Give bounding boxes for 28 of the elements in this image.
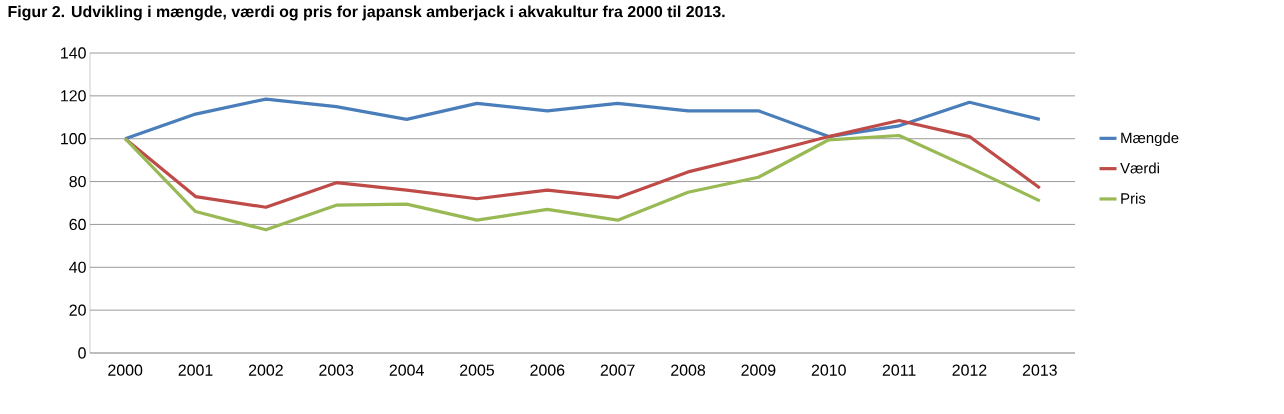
y-tick-label: 0 bbox=[78, 347, 86, 359]
x-tick-label: 2004 bbox=[389, 364, 424, 376]
x-tick-label: 2003 bbox=[319, 364, 354, 376]
legend-label: Mængde bbox=[1121, 132, 1179, 147]
x-tick-label: 2005 bbox=[460, 364, 495, 376]
x-tick-label: 2012 bbox=[952, 364, 987, 376]
y-tick-label: 100 bbox=[61, 133, 86, 145]
y-tick-label: 20 bbox=[69, 304, 86, 316]
y-tick-label: 60 bbox=[69, 218, 86, 231]
x-tick-label: 2013 bbox=[1022, 364, 1057, 376]
y-tick-label: 80 bbox=[69, 175, 86, 188]
x-tick-label: 2006 bbox=[530, 364, 565, 376]
legend-label: Pris bbox=[1121, 192, 1146, 204]
x-tick-label: 2010 bbox=[811, 364, 846, 376]
x-tick-label: 2002 bbox=[248, 364, 283, 376]
line-series bbox=[123, 97, 1042, 141]
y-tick-label: 120 bbox=[61, 90, 86, 102]
y-tick-label: 140 bbox=[61, 47, 86, 59]
legend-label: Værdi bbox=[1120, 162, 1159, 174]
x-tick-label: 2008 bbox=[671, 364, 706, 376]
x-tick-label: 2011 bbox=[882, 364, 916, 376]
x-tick-label: 2000 bbox=[108, 364, 143, 376]
x-tick-label: 2001 bbox=[178, 364, 213, 376]
x-tick-label: 2007 bbox=[600, 364, 635, 376]
x-tick-label: 2009 bbox=[741, 364, 776, 376]
line-series bbox=[123, 133, 1042, 232]
y-tick-label: 40 bbox=[69, 261, 86, 273]
chart-title: Figur 2. Udvikling i mængde, værdi og pris for japansk amberjack i akvakultur fra 2000 til 2013. bbox=[8, 5, 725, 21]
